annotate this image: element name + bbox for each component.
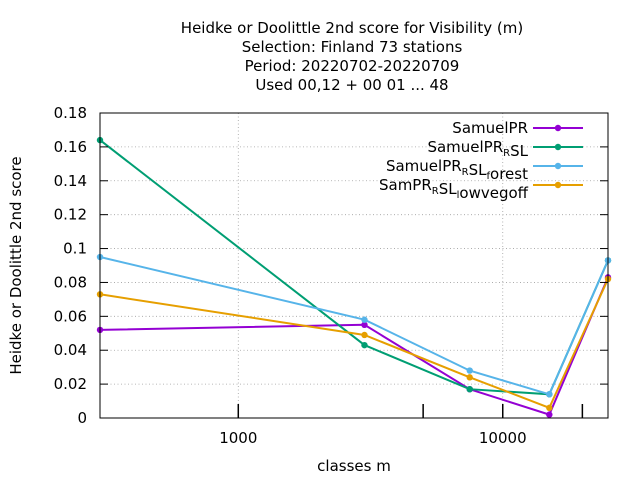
data-point (361, 321, 368, 329)
title-line: Used 00,12 + 00 01 ... 48 (255, 76, 448, 94)
data-point (546, 391, 553, 398)
legend-marker (554, 181, 562, 189)
data-point (361, 341, 368, 349)
legend-item: SamuelPRRSL (427, 138, 583, 160)
x-tick-label: 10000 (479, 429, 527, 447)
legend-marker (554, 124, 562, 132)
legend: SamuelPRSamuelPRRSLSamuelPRRSLforestSamP… (379, 119, 583, 202)
data-point (466, 374, 473, 381)
legend-item: SamPRRSLlowvegoff (379, 176, 583, 202)
y-tick-label: 0 (77, 409, 87, 427)
legend-item: SamuelPRRSLforest (386, 157, 583, 183)
data-point (466, 367, 473, 374)
data-point (546, 411, 553, 418)
plot-frame (99, 112, 609, 419)
y-tick-label: 0.1 (63, 240, 87, 258)
legend-label: SamuelPRRSLforest (386, 157, 528, 183)
axis-ticks: 0 0.02 0.04 0.06 0.08 0.1 0.12 0.14 0.16 0.18 1000… (54, 104, 608, 447)
series-samuelpr-rsl (96, 136, 612, 398)
grid (100, 113, 608, 418)
legend-marker (554, 162, 562, 170)
y-tick-label: 0.12 (54, 206, 87, 224)
legend-label: SamuelPRRSL (427, 138, 528, 160)
data-point (361, 331, 368, 339)
series-samuelpr (96, 274, 612, 418)
title-line: Selection: Finland 73 stations (242, 38, 463, 56)
y-tick-label: 0.06 (54, 307, 87, 325)
legend-marker (554, 143, 562, 151)
legend-item: SamuelPR (452, 119, 583, 137)
y-tick-label: 0.16 (54, 138, 87, 156)
legend-label: SamPRRSLlowvegoff (379, 176, 529, 202)
x-axis-label: classes m (317, 457, 391, 475)
title-line: Period: 20220702-20220709 (245, 57, 460, 75)
y-tick-label: 0.14 (54, 172, 87, 190)
chart-title: Heidke or Doolittle 2nd score for Visibi… (181, 19, 523, 94)
series-sampr-rsl-lowvegoff (96, 275, 612, 412)
title-line: Heidke or Doolittle 2nd score for Visibi… (181, 19, 523, 37)
data-point (546, 404, 553, 412)
series-line (99, 139, 609, 396)
y-tick-label: 0.08 (54, 273, 87, 291)
data-point (466, 385, 473, 393)
x-tick-label: 1000 (219, 429, 257, 447)
y-axis-label: Heidke or Doolittle 2nd score (7, 156, 25, 374)
legend-label: SamuelPR (452, 119, 528, 137)
data-point (361, 316, 368, 323)
y-tick-label: 0.04 (54, 341, 87, 359)
y-tick-label: 0.02 (54, 375, 87, 393)
series-group (96, 136, 612, 418)
y-tick-label: 0.18 (54, 104, 87, 122)
